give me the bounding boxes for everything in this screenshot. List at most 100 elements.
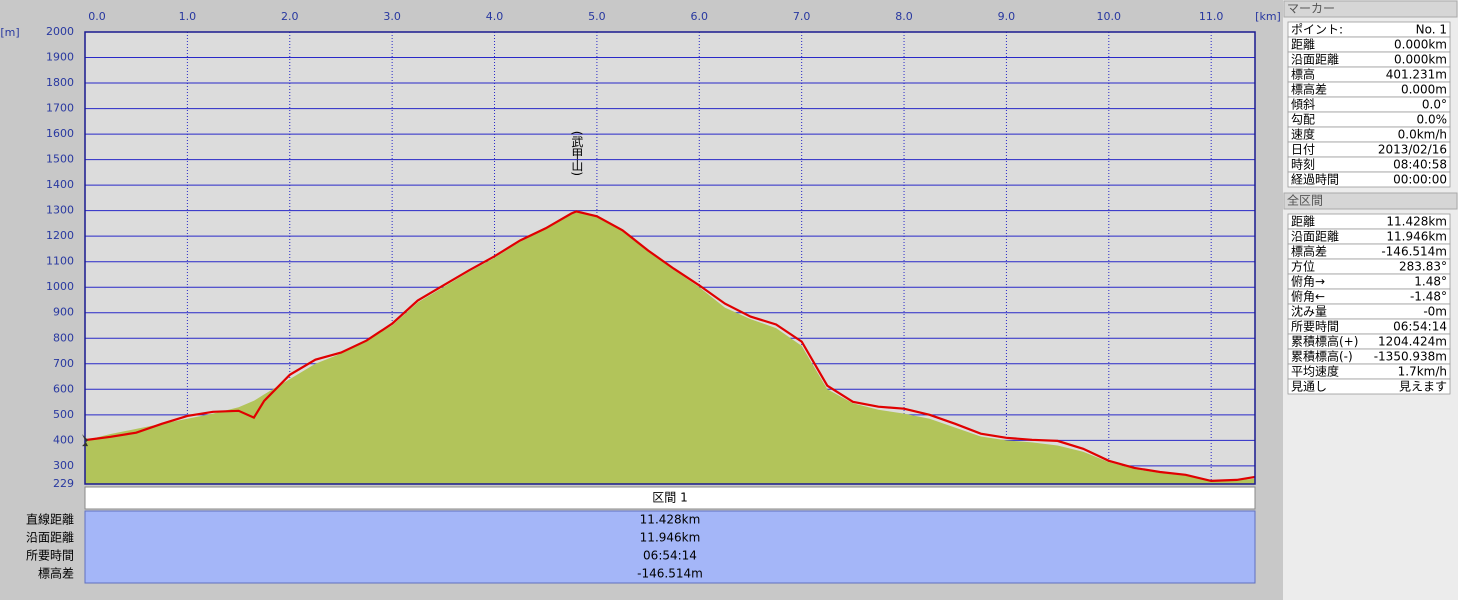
segment-row-value: 11.946km [640,531,701,545]
panel-row-value: 0.000km [1394,38,1447,52]
y-tick-label: 1800 [46,76,74,89]
y-tick-label: 2000 [46,25,74,38]
y-tick-label: 1400 [46,178,74,191]
y-tick-label: 1600 [46,127,74,140]
segment-row-value: -146.514m [637,567,703,581]
x-tick-label: 0.0 [88,10,106,23]
track-line [84,210,1256,483]
x-tick-label: 5.0 [588,10,606,23]
segment-row-label: 標高差 [38,566,74,581]
segment-row-label: 直線距離 [26,512,74,527]
y-tick-label: 600 [53,382,74,395]
x-tick-label: 6.0 [691,10,709,23]
start-icon [82,434,88,447]
panel-row-label: 速度 [1291,127,1315,142]
panel-row-value: 0.0km/h [1398,128,1447,142]
x-tick-label: 3.0 [383,10,401,23]
y-tick-label: 700 [53,357,74,370]
y-tick-label: 500 [53,408,74,421]
panel-row-value: -1350.938m [1374,350,1447,364]
panel-row-value: 401.231m [1386,68,1447,82]
panel-row-value: 11.946km [1386,230,1447,244]
panel-row-label: 平均速度 [1291,364,1339,379]
y-tick-label: 800 [53,331,74,344]
panel-title-bar [1283,192,1458,210]
panel-row-label: 俯角← [1291,289,1325,304]
y-tick-label: 400 [53,433,74,446]
panel-row-label: 経過時間 [1291,173,1339,187]
segment-header-box [84,486,1256,510]
y-tick-label: 1000 [46,280,74,293]
panel-row-label: ポイント: [1291,23,1343,37]
y-tick-label: 1500 [46,153,74,166]
panel-title-bar [1283,0,1458,18]
y-tick-label: 229 [53,477,74,490]
panel-row-label: 沿面距離 [1291,53,1339,67]
panel-row-label: 距離 [1291,215,1315,229]
panel-row-label: 標高 [1291,67,1315,82]
segment-body [84,510,1256,584]
x-tick-label: 8.0 [895,10,913,23]
peak-annotation: (武甲山) [570,131,584,176]
segment-row-value: 11.428km [640,513,701,527]
x-tick-label: 11.0 [1199,10,1224,23]
panel-row-value: -146.514m [1381,245,1447,259]
x-tick-label: 9.0 [998,10,1016,23]
panel-row-value: 0.0° [1422,98,1447,112]
panel-row-label: 方位 [1291,259,1315,274]
panel-row-value: 見えます [1399,380,1447,394]
panel-row-label: 勾配 [1291,113,1315,127]
x-tick-label: 4.0 [486,10,504,23]
panel-row-label: 標高差 [1291,82,1327,97]
x-axis-label: [km] [1255,10,1281,23]
panel-row-label: 累積標高(-) [1291,349,1353,364]
panel-row-value: 08:40:58 [1393,158,1447,172]
panel-row-value: 0.0% [1417,113,1448,127]
x-tick-label: 7.0 [793,10,811,23]
segment-row-value: 06:54:14 [643,549,697,563]
panel-row-label: 日付 [1291,143,1315,157]
panel-row-label: 見通し [1291,380,1327,394]
x-tick-label: 10.0 [1097,10,1122,23]
panel-row-value: -1.48° [1410,290,1447,304]
plot-border [84,31,1256,485]
segment-header: 区間 1 [652,491,687,505]
panel-row-value: 1.7km/h [1398,365,1447,379]
panel-row-value: 283.83° [1399,260,1447,274]
panel-row-label: 時刻 [1291,158,1315,172]
panel-row-label: 沈み量 [1291,304,1327,319]
panel-row [1287,171,1451,188]
y-tick-label: 1700 [46,102,74,115]
panel-row-value: 0.000m [1401,83,1447,97]
segment-row-label: 所要時間 [26,549,74,563]
panel-row-value: No. 1 [1416,23,1447,37]
panel-row-value: 06:54:14 [1393,320,1447,334]
panel-row [1287,378,1451,395]
panel-row-value: -0m [1423,305,1447,319]
y-tick-label: 900 [53,306,74,319]
segment-row-label: 沿面距離 [26,531,74,545]
terrain-area [85,211,1255,484]
y-tick-label: 1300 [46,204,74,217]
panel-row-label: 標高差 [1291,244,1327,259]
panel-row-value: 1.48° [1414,275,1447,289]
panel-row-label: 俯角→ [1291,274,1325,289]
panel-row-value: 11.428km [1386,215,1447,229]
panel-row-label: 傾斜 [1291,98,1315,112]
y-tick-label: 1200 [46,229,74,242]
y-axis-label: [m] [0,26,19,39]
y-tick-label: 300 [53,459,74,472]
panel-title: 全区間 [1287,193,1323,208]
x-tick-label: 1.0 [179,10,197,23]
panel-row-label: 沿面距離 [1291,230,1339,244]
panel-row-value: 00:00:00 [1393,173,1447,187]
panel-title: マーカー [1287,2,1335,16]
panel-row-value: 1204.424m [1378,335,1447,349]
x-tick-label: 2.0 [281,10,299,23]
panel-row-label: 距離 [1291,38,1315,52]
panel-row-value: 0.000km [1394,53,1447,67]
y-tick-label: 1100 [46,255,74,268]
panel-row-value: 2013/02/16 [1378,143,1447,157]
y-tick-label: 1900 [46,51,74,64]
